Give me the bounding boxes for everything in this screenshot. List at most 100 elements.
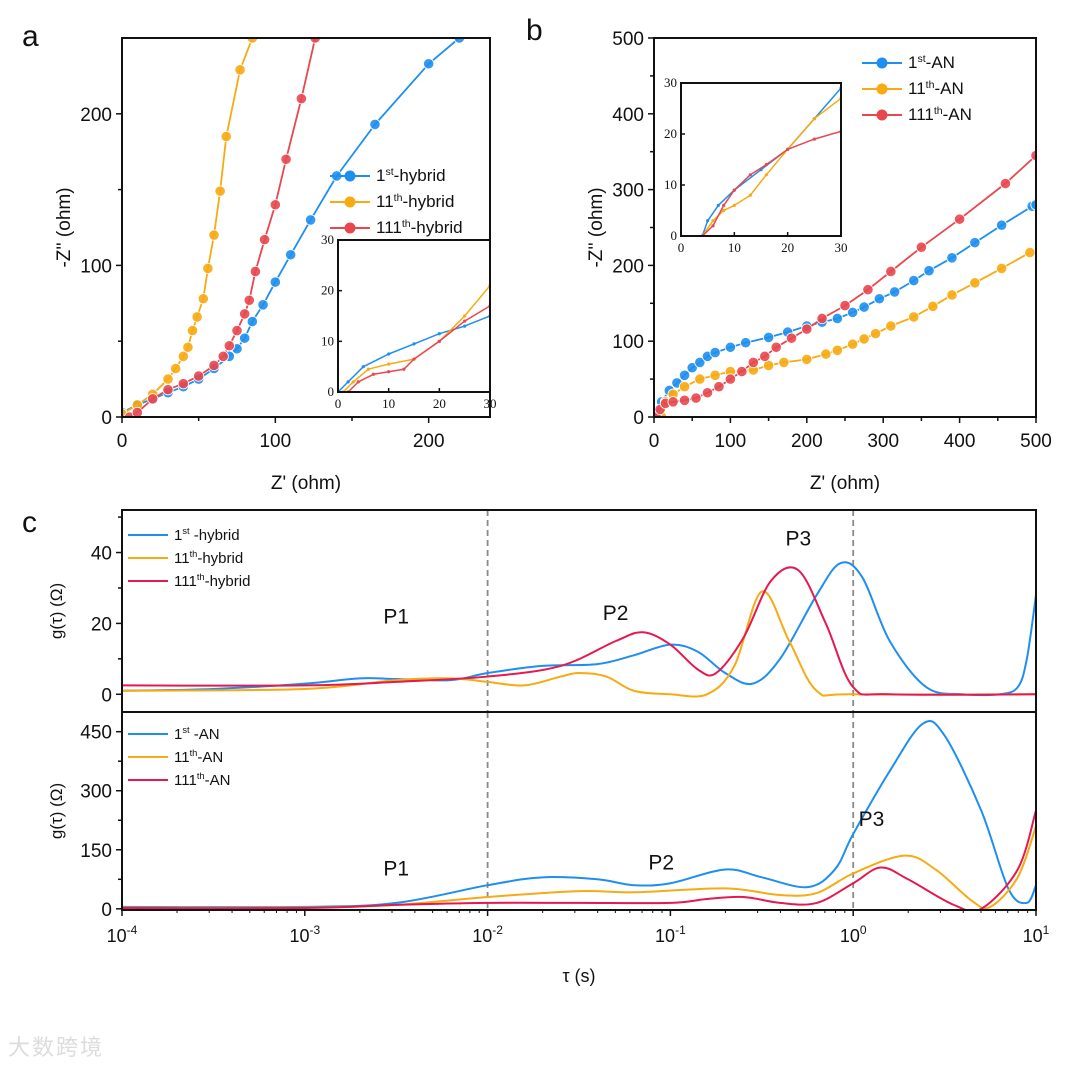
data-point xyxy=(724,341,737,353)
data-point xyxy=(709,369,721,381)
x-tick-label: 300 xyxy=(867,431,899,452)
data-point xyxy=(257,299,269,311)
legend-label: 1st -AN xyxy=(174,725,220,743)
y-tick-label: 300 xyxy=(80,782,112,803)
series-group xyxy=(124,38,321,417)
legend-marker xyxy=(876,109,888,121)
data-point xyxy=(885,320,897,332)
x-tick-label: 500 xyxy=(1020,431,1052,452)
data-point xyxy=(923,265,935,277)
x-tick-label: 10-1 xyxy=(655,923,686,946)
y-tick-label: 200 xyxy=(612,256,644,277)
data-point xyxy=(412,357,416,361)
data-point xyxy=(366,367,370,371)
data-point xyxy=(996,262,1008,275)
data-point xyxy=(816,312,828,325)
data-point xyxy=(351,380,355,384)
data-point xyxy=(812,137,816,141)
x-tick-label: 0 xyxy=(649,431,660,452)
data-point xyxy=(946,289,958,301)
data-point xyxy=(740,337,752,349)
legend-marker xyxy=(876,83,888,95)
data-point xyxy=(764,163,768,167)
data-point xyxy=(812,117,816,121)
inset-x-tick-label: 30 xyxy=(835,240,848,255)
data-point xyxy=(736,365,748,378)
data-point xyxy=(678,369,691,381)
data-point xyxy=(191,311,203,323)
data-point xyxy=(711,224,715,228)
data-point xyxy=(801,323,813,335)
data-point xyxy=(724,373,737,385)
y-tick-label: 300 xyxy=(612,181,644,202)
plot-frame xyxy=(121,509,1037,713)
legend-label: 111th-AN xyxy=(174,771,230,789)
data-point xyxy=(249,265,261,278)
data-point xyxy=(1030,149,1036,162)
y-tick-label: 0 xyxy=(101,685,112,706)
data-point xyxy=(346,380,350,384)
y-tick-label: 200 xyxy=(80,105,112,126)
inset-x-tick-label: 20 xyxy=(781,240,794,255)
x-tick-label: 200 xyxy=(413,431,445,452)
peak-annotation: P1 xyxy=(383,857,409,880)
data-point xyxy=(908,311,920,323)
data-point xyxy=(686,362,698,374)
data-point xyxy=(356,380,360,384)
data-point xyxy=(709,346,721,359)
y-axis-label: -Z'' (ohm) xyxy=(54,187,75,267)
x-tick-label: 0 xyxy=(117,431,128,452)
inset-x-tick-label: 10 xyxy=(382,396,395,411)
legend-label: 1st -hybrid xyxy=(174,526,240,544)
inset-x-tick-label: 10 xyxy=(728,240,741,255)
x-tick-label: 101 xyxy=(1023,923,1050,946)
data-point xyxy=(269,199,281,211)
inset-x-tick-label: 30 xyxy=(484,396,497,411)
data-point xyxy=(453,38,465,44)
legend-label: 1st-AN xyxy=(908,53,955,72)
data-point xyxy=(701,387,714,399)
series-curve-blue xyxy=(122,720,1036,909)
data-point xyxy=(831,344,843,356)
inset-y-tick-label: 20 xyxy=(664,126,677,141)
y-tick-label: 100 xyxy=(80,256,112,277)
legend-label: 11th-AN xyxy=(908,79,964,98)
data-point xyxy=(437,339,441,343)
data-point xyxy=(748,193,752,197)
data-point xyxy=(369,118,381,131)
series-line-orange xyxy=(660,251,1031,417)
data-point xyxy=(908,274,920,287)
data-point xyxy=(463,319,467,323)
data-point xyxy=(694,356,706,369)
data-point xyxy=(182,341,194,353)
inset-x-tick-label: 0 xyxy=(678,240,685,255)
data-point xyxy=(304,214,317,226)
data-point xyxy=(269,276,281,288)
y-tick-label: 40 xyxy=(91,544,112,565)
panel-label-c: c xyxy=(22,506,37,539)
data-point xyxy=(402,367,406,371)
series-curve-crimson xyxy=(122,566,1036,696)
data-point xyxy=(732,188,736,192)
x-tick-label: 400 xyxy=(944,431,976,452)
data-point xyxy=(786,147,790,151)
series-group xyxy=(656,246,1036,417)
legend-marker xyxy=(876,57,888,69)
peak-annotation: P2 xyxy=(648,851,674,874)
data-point xyxy=(437,332,441,336)
inset-background xyxy=(681,83,841,236)
data-point xyxy=(197,293,209,305)
peak-annotation: P3 xyxy=(859,808,885,831)
data-point xyxy=(831,312,843,325)
series-line-orange xyxy=(342,285,490,392)
data-point xyxy=(309,38,321,44)
data-point xyxy=(946,252,958,264)
inset-x-tick-label: 20 xyxy=(433,396,446,411)
x-tick-label: 10-2 xyxy=(472,923,503,946)
series-curve-orange xyxy=(122,825,1036,910)
y-axis-label: g(τ) (Ω) xyxy=(47,783,66,839)
data-point xyxy=(996,219,1008,231)
inset-frame xyxy=(337,239,491,393)
inset-y-tick-label: 30 xyxy=(321,232,334,247)
legend-label: 11th-AN xyxy=(174,748,223,766)
